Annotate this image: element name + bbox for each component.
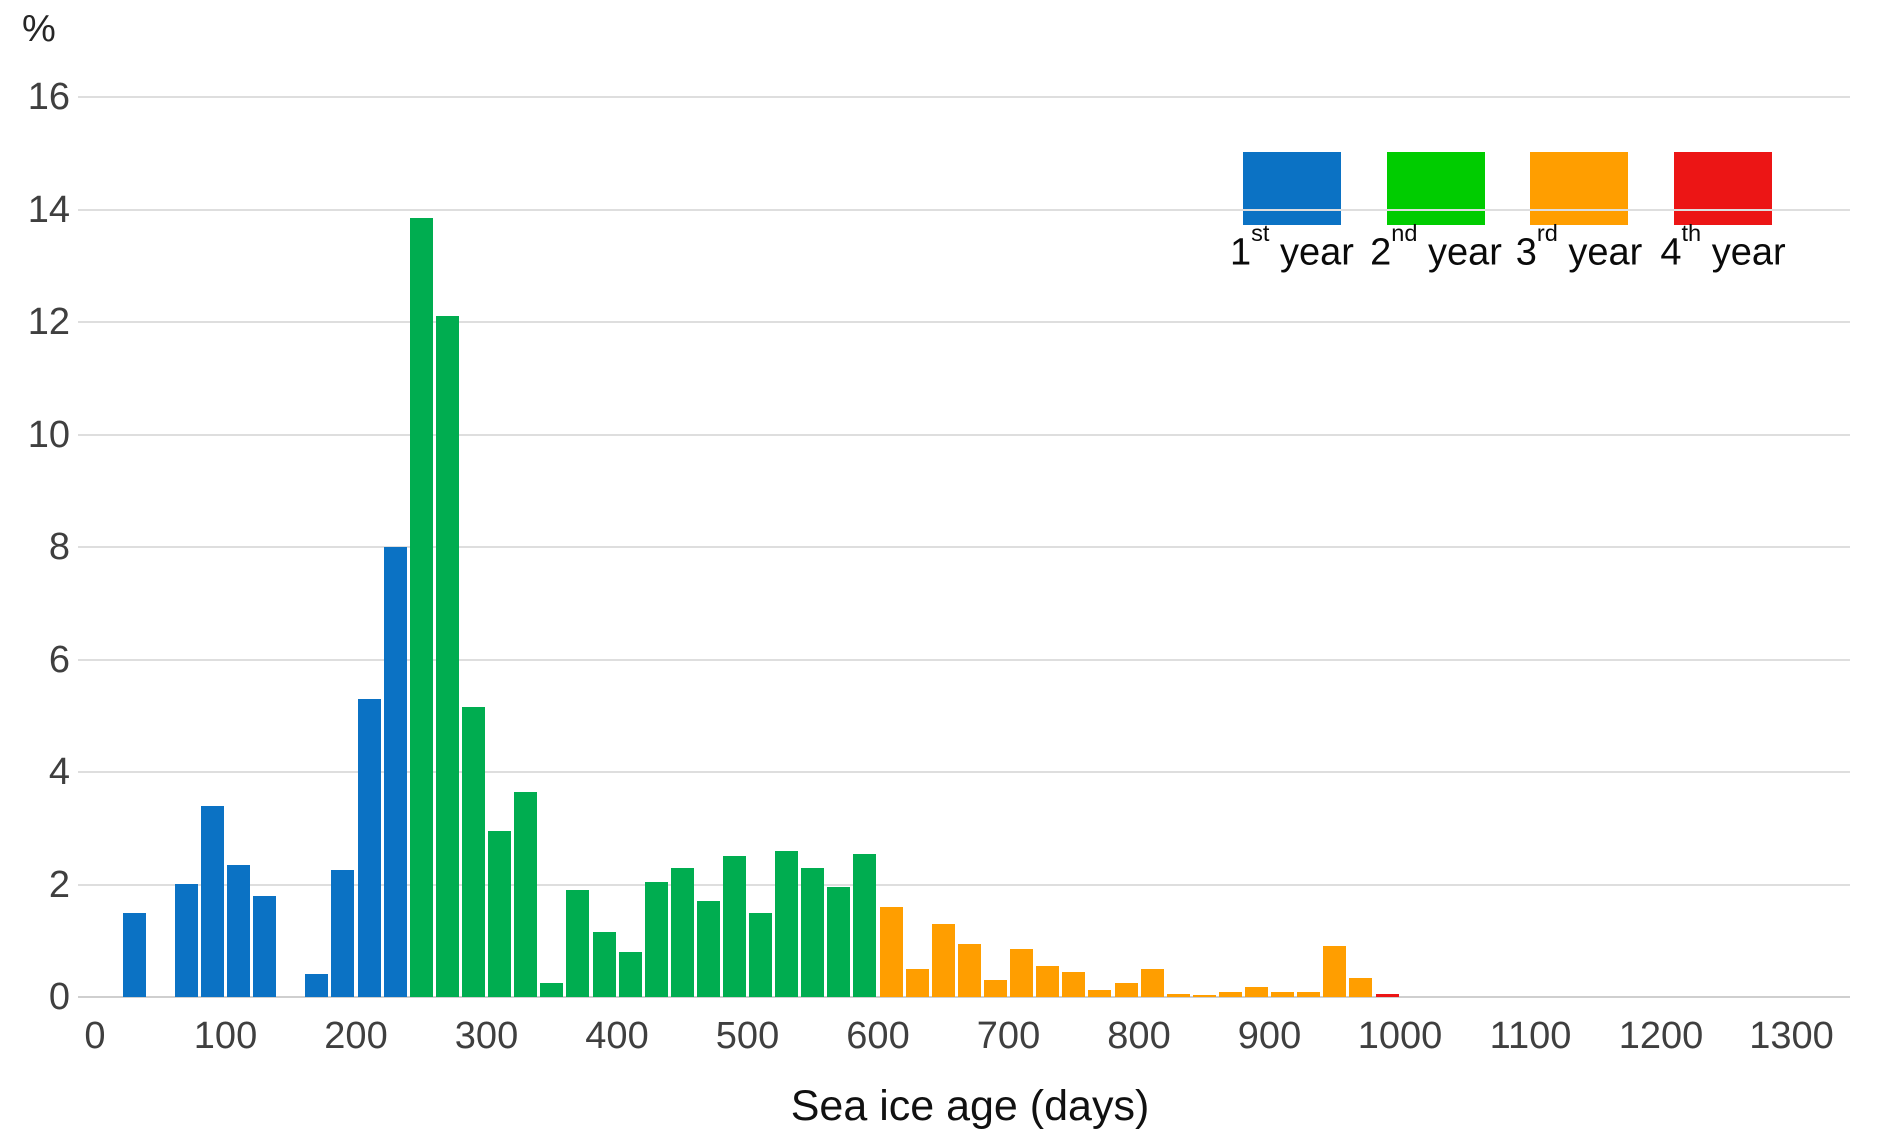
bar-2nd-year-day-510: [749, 913, 772, 997]
x-tick-label: 900: [1237, 1015, 1302, 1057]
x-tick-label: 800: [1107, 1015, 1171, 1057]
bar-1st-year-day-230: [383, 547, 407, 997]
y-tick-label: 2: [48, 863, 70, 906]
bar-2nd-year-day-570: [827, 887, 851, 997]
bar-2nd-year-day-450: [670, 868, 694, 997]
legend-label: 3rd year: [1515, 220, 1643, 274]
bar-3rd-year-day-850: [1192, 995, 1216, 997]
bar-2nd-year-day-270: [435, 316, 459, 997]
bar-2nd-year-day-350: [540, 983, 564, 997]
x-tick-label: 700: [976, 1015, 1041, 1057]
x-axis-line: [78, 996, 1850, 998]
y-gridline: [78, 546, 1850, 548]
y-tick-label: 0: [48, 976, 70, 1018]
x-tick-label: 0: [84, 1015, 106, 1057]
y-tick-label: 10: [27, 413, 70, 456]
y-tick-label: 4: [48, 751, 70, 793]
bar-3rd-year-day-910: [1271, 992, 1294, 997]
bar-3rd-year-day-790: [1114, 983, 1138, 997]
x-tick-label: 300: [454, 1015, 519, 1057]
y-gridline: [78, 321, 1850, 323]
bar-2nd-year-day-310: [488, 831, 511, 997]
legend-swatch-4th-year: [1674, 152, 1772, 225]
legend-swatch-1st-year: [1243, 152, 1341, 225]
x-tick-label: 400: [585, 1015, 649, 1057]
bar-3rd-year-day-670: [957, 944, 981, 997]
x-tick-label: 500: [715, 1015, 780, 1057]
y-gridline: [78, 96, 1850, 98]
bar-3rd-year-day-710: [1010, 949, 1033, 997]
legend-label: 4th year: [1660, 220, 1786, 274]
bar-2nd-year-day-530: [775, 851, 799, 997]
y-gridline: [78, 883, 1850, 886]
y-tick-label: 12: [27, 301, 70, 343]
bar-1st-year-day-30: [122, 913, 146, 997]
bar-3rd-year-day-830: [1166, 994, 1190, 997]
y-tick-label: 6: [48, 638, 70, 681]
bar-3rd-year-day-690: [983, 980, 1007, 997]
x-tick-label: 200: [324, 1015, 388, 1057]
x-tick-label: 600: [846, 1015, 910, 1057]
bar-3rd-year-day-930: [1297, 992, 1321, 997]
bar-1st-year-day-190: [331, 870, 355, 997]
bar-2nd-year-day-590: [853, 854, 877, 997]
bar-1st-year-day-210: [357, 699, 381, 997]
x-axis-title: Sea ice age (days): [790, 1082, 1150, 1130]
bar-1st-year-day-70: [174, 884, 198, 997]
bar-2nd-year-day-390: [592, 932, 616, 997]
x-tick-label: 100: [193, 1015, 258, 1057]
x-tick-label: 1000: [1357, 1015, 1443, 1057]
bar-3rd-year-day-610: [879, 907, 903, 997]
bar-2nd-year-day-410: [618, 952, 642, 997]
y-axis-unit-label: %: [22, 8, 56, 50]
legend-label: 2nd year: [1370, 220, 1502, 274]
x-tick-label: 1200: [1618, 1015, 1704, 1057]
y-gridline: [78, 208, 1850, 211]
x-tick-label: 1100: [1489, 1015, 1572, 1057]
bar-3rd-year-day-870: [1218, 992, 1242, 997]
bar-1st-year-day-130: [253, 896, 277, 997]
legend-label: 1st year: [1230, 220, 1354, 274]
bar-3rd-year-day-750: [1062, 972, 1086, 997]
bar-2nd-year-day-370: [566, 890, 590, 997]
legend-swatch-3rd-year: [1530, 152, 1628, 225]
y-tick-label: 8: [48, 526, 70, 568]
bar-2nd-year-day-490: [722, 856, 746, 997]
bar-2nd-year-day-290: [461, 707, 485, 997]
y-gridline: [78, 771, 1850, 773]
bar-2nd-year-day-330: [514, 792, 538, 997]
bar-2nd-year-day-250: [409, 218, 433, 997]
bar-4th-year-day-990: [1375, 994, 1399, 997]
bar-2nd-year-day-550: [801, 868, 825, 997]
bar-3rd-year-day-890: [1245, 987, 1268, 997]
bar-1st-year-day-110: [227, 865, 250, 997]
bar-3rd-year-day-630: [905, 969, 929, 997]
bar-3rd-year-day-810: [1140, 969, 1164, 997]
y-gridline: [78, 658, 1850, 661]
y-tick-label: 14: [27, 188, 70, 231]
bar-1st-year-day-170: [305, 974, 329, 997]
bar-2nd-year-day-470: [696, 901, 720, 997]
y-tick-label: 16: [27, 76, 70, 118]
y-gridline: [78, 433, 1850, 436]
bar-3rd-year-day-950: [1323, 946, 1347, 997]
bar-3rd-year-day-970: [1349, 978, 1373, 997]
bar-3rd-year-day-730: [1036, 966, 1060, 997]
bar-1st-year-day-90: [200, 806, 224, 997]
legend-swatch-2nd-year: [1387, 152, 1485, 225]
bar-2nd-year-day-430: [644, 882, 668, 997]
bar-3rd-year-day-650: [931, 924, 955, 997]
x-tick-label: 1300: [1749, 1015, 1834, 1057]
bar-3rd-year-day-770: [1088, 990, 1112, 997]
